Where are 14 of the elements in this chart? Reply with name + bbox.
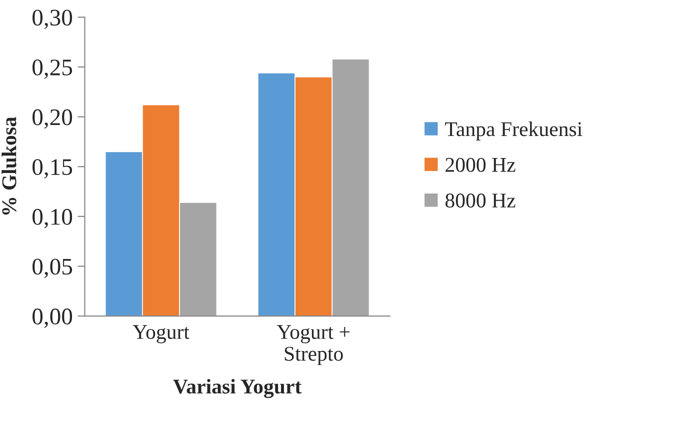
x-tick-label: Yogurt + Strepto [276, 325, 350, 366]
y-tick-label: 0,10 [32, 208, 72, 228]
y-tick-label: 0,25 [32, 60, 72, 79]
x-axis-title: Variasi Yogurt [173, 378, 302, 398]
x-tick-label: Yogurt [132, 325, 190, 344]
y-tick-label: 0,05 [32, 258, 72, 278]
y-axis-title: % Glukosa [2, 116, 16, 215]
legend-label: Tanpa Frekuensi [445, 122, 582, 140]
legend-label: 2000 Hz [446, 158, 516, 172]
legend-label: 8000 Hz [445, 194, 516, 208]
y-tick-label: 0,00 [32, 308, 72, 328]
y-tick-label: 0,20 [32, 109, 72, 129]
y-tick-label: 0,15 [32, 159, 72, 178]
y-tick-label: 0,30 [32, 10, 72, 30]
